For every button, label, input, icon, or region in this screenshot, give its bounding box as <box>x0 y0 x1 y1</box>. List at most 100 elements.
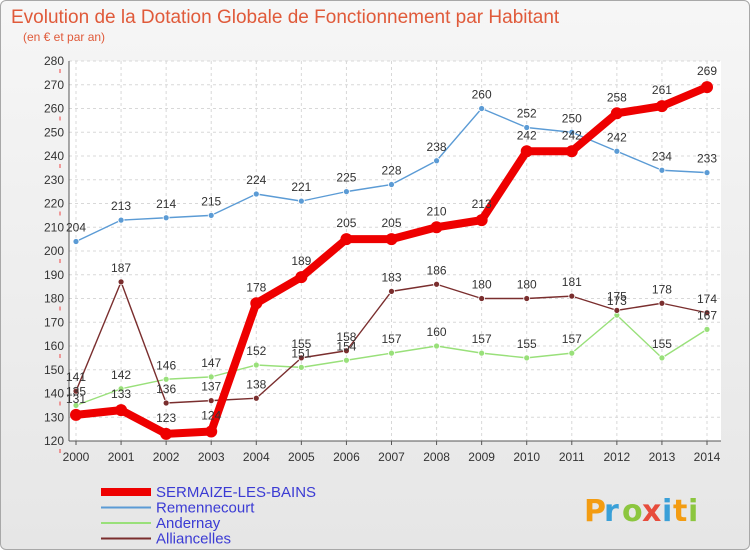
data-label-remennecourt: 260 <box>472 88 492 102</box>
axis-layer: 1201301401501601701801902002102202302402… <box>44 54 721 464</box>
data-point-alliancelles <box>72 387 80 395</box>
data-label-alliancelles: 136 <box>156 382 176 396</box>
y-tick-label: 250 <box>44 125 64 139</box>
data-point-sermaize-les-bains <box>340 233 353 246</box>
data-label-alliancelles: 186 <box>427 263 447 277</box>
data-point-sermaize-les-bains <box>160 427 173 440</box>
y-tick-label: 170 <box>44 315 64 329</box>
legend: SERMAIZE-LES-BAINSRemennecourtAndernayAl… <box>101 484 316 548</box>
data-label-alliancelles: 158 <box>336 330 356 344</box>
x-tick-label: 2011 <box>559 450 585 464</box>
data-point-alliancelles <box>343 347 350 355</box>
data-point-remennecourt <box>568 128 576 136</box>
x-tick-label: 2001 <box>108 450 135 464</box>
chart-subtitle: (en € et par an) <box>23 30 105 44</box>
data-label-andernay: 135 <box>66 384 86 398</box>
x-tick-label: 2006 <box>333 450 360 464</box>
data-label-remennecourt: 225 <box>336 171 356 185</box>
data-label-remennecourt: 250 <box>562 111 582 125</box>
data-point-alliancelles <box>162 399 170 407</box>
data-point-remennecourt <box>297 197 305 205</box>
data-point-sermaize-les-bains <box>655 100 668 113</box>
data-label-remennecourt: 215 <box>201 194 221 208</box>
data-label-sermaize-les-bains: 213 <box>472 197 492 211</box>
y-tick-label: 200 <box>44 244 64 258</box>
data-label-sermaize-les-bains: 131 <box>66 392 86 406</box>
data-label-sermaize-les-bains: 242 <box>517 128 537 142</box>
data-point-alliancelles <box>117 278 125 286</box>
data-point-sermaize-les-bains <box>295 271 308 284</box>
data-point-remennecourt <box>117 216 125 224</box>
data-point-andernay <box>117 385 125 393</box>
x-tick-label: 2002 <box>153 450 180 464</box>
data-point-remennecourt <box>703 169 711 177</box>
data-label-sermaize-les-bains: 205 <box>336 216 356 230</box>
data-label-andernay: 167 <box>697 308 717 322</box>
data-label-alliancelles: 183 <box>381 270 401 284</box>
x-tick-label: 2003 <box>198 450 225 464</box>
data-point-alliancelles <box>703 309 711 317</box>
y-tick-label: 150 <box>44 363 64 377</box>
y-tick-label: 160 <box>44 339 64 353</box>
chart-title: Evolution de la Dotation Globale de Fonc… <box>11 7 560 28</box>
data-label-remennecourt: 224 <box>246 173 266 187</box>
data-point-andernay <box>388 349 395 357</box>
data-point-sermaize-les-bains <box>610 107 623 120</box>
data-point-sermaize-les-bains <box>70 408 82 421</box>
data-point-alliancelles <box>388 287 395 295</box>
svg-text:P: P <box>584 494 606 529</box>
data-label-sermaize-les-bains: 189 <box>291 254 311 268</box>
data-point-alliancelles <box>297 354 305 362</box>
label-layer: 204 213 214 215 224 221 225 228 238 260 252 250 242 2… <box>66 64 717 425</box>
legend-label-remennecourt: Remennecourt <box>156 500 255 517</box>
data-label-andernay: 160 <box>427 325 447 339</box>
data-label-remennecourt: 228 <box>381 164 401 178</box>
y-tick-label: 220 <box>44 197 64 211</box>
data-label-andernay: 155 <box>517 337 537 351</box>
data-point-remennecourt <box>523 124 531 131</box>
grid-layer <box>69 60 721 442</box>
data-label-remennecourt: 234 <box>652 149 672 163</box>
data-point-remennecourt <box>343 188 350 196</box>
data-label-andernay: 157 <box>381 332 401 346</box>
data-label-remennecourt: 252 <box>517 107 537 121</box>
data-label-sermaize-les-bains: 133 <box>111 387 131 401</box>
data-label-alliancelles: 138 <box>246 377 266 391</box>
data-label-andernay: 147 <box>201 356 221 370</box>
data-point-alliancelles <box>207 397 215 405</box>
svg-text:i: i <box>688 494 698 529</box>
data-point-remennecourt <box>433 157 440 165</box>
data-label-remennecourt: 238 <box>427 140 447 154</box>
data-label-andernay: 152 <box>246 344 266 358</box>
data-label-remennecourt: 242 <box>607 130 627 144</box>
data-point-andernay <box>252 361 260 369</box>
y-tick-label: 180 <box>44 292 64 306</box>
data-point-remennecourt <box>162 214 170 222</box>
x-tick-label: 2008 <box>423 450 450 464</box>
x-tick-label: 2013 <box>649 450 676 464</box>
legend-label-sermaize-les-bains: SERMAIZE-LES-BAINS <box>156 484 316 501</box>
data-label-alliancelles: 187 <box>111 261 131 275</box>
data-point-andernay <box>703 325 711 333</box>
data-point-sermaize-les-bains <box>520 145 533 158</box>
x-tick-label: 2012 <box>604 450 631 464</box>
data-point-sermaize-les-bains <box>430 221 443 234</box>
y-tick-label: 260 <box>44 102 64 116</box>
data-label-sermaize-les-bains: 261 <box>652 83 672 97</box>
y-tick-label: 230 <box>44 173 64 187</box>
x-tick-label: 2009 <box>468 450 495 464</box>
x-tick-label: 2014 <box>694 450 721 464</box>
data-label-sermaize-les-bains: 242 <box>562 128 582 142</box>
data-label-alliancelles: 155 <box>291 337 311 351</box>
data-point-remennecourt <box>207 211 215 219</box>
data-point-andernay <box>72 401 80 409</box>
y-tick-label: 240 <box>44 149 64 163</box>
data-point-remennecourt <box>658 166 666 174</box>
svg-text:t: t <box>673 494 687 529</box>
x-tick-label: 2010 <box>513 450 540 464</box>
data-label-sermaize-les-bains: 210 <box>427 204 447 218</box>
data-label-sermaize-les-bains: 258 <box>607 90 627 104</box>
data-point-alliancelles <box>478 295 486 302</box>
legend-label-andernay: Andernay <box>156 515 221 532</box>
